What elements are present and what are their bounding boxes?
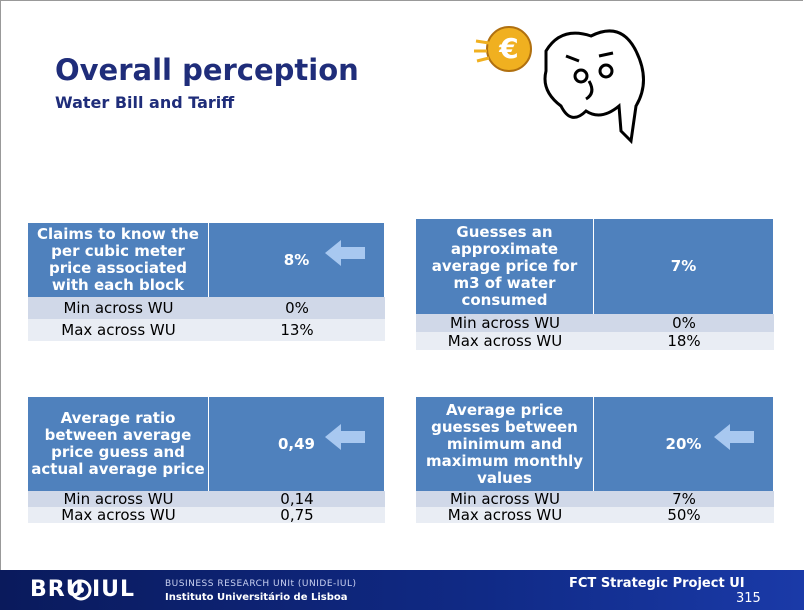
table: Average price guesses between minimum an… xyxy=(416,397,774,523)
table-cell: Max across WU xyxy=(28,507,209,523)
slide: Overall perception Water Bill and Tariff… xyxy=(0,0,803,609)
header-label: Average ratio between average price gues… xyxy=(28,397,209,491)
project: FCT Strategic Project UI xyxy=(569,576,745,591)
project-number: 315 xyxy=(736,591,761,606)
header-label: Average price guesses between minimum an… xyxy=(416,397,594,491)
table-header: Guesses an approximate average price for… xyxy=(416,219,774,314)
table-cell: Max across WU xyxy=(28,319,209,341)
arrow xyxy=(323,422,367,452)
table-header: Average price guesses between minimum an… xyxy=(416,397,774,491)
subtitle: Water Bill and Tariff xyxy=(55,93,234,112)
table-header: Average ratio between average price gues… xyxy=(28,397,385,491)
arrow-shape xyxy=(325,424,365,450)
table-cell: Max across WU xyxy=(416,332,594,350)
table-cell: 0,75 xyxy=(209,507,385,523)
header-label: Claims to know the per cubic meter price… xyxy=(28,223,209,297)
page: Overall perception Water Bill and Tariff… xyxy=(0,0,804,610)
arrow xyxy=(323,238,367,268)
logo-mark xyxy=(70,579,92,601)
table-cell: 13% xyxy=(209,319,385,341)
table-cell: Max across WU xyxy=(416,507,594,523)
institution: Instituto Universitário de Lisboa xyxy=(165,592,348,603)
table-cell: 18% xyxy=(594,332,774,350)
table: Guesses an approximate average price for… xyxy=(416,219,774,350)
logo-right: IUL xyxy=(92,577,135,602)
table-cell: Min across WU xyxy=(28,491,209,507)
arrow xyxy=(712,422,756,452)
table-cell: 0% xyxy=(209,297,385,319)
table: Average ratio between average price gues… xyxy=(28,397,385,523)
arrow-shape xyxy=(325,240,365,266)
table-cell: Min across WU xyxy=(416,314,594,332)
table-header: Claims to know the per cubic meter price… xyxy=(28,223,385,297)
table-cell: Min across WU xyxy=(28,297,209,319)
unit-name: BUSINESS RESEARCH UNIt (UNIDE-IUL) xyxy=(165,579,357,589)
header-value: 7% xyxy=(594,219,774,314)
cartoon: € xyxy=(471,11,661,146)
arrow-shape xyxy=(714,424,754,450)
title: Overall perception xyxy=(55,53,359,87)
header-label: Guesses an approximate average price for… xyxy=(416,219,594,314)
table-cell: Min across WU xyxy=(416,491,594,507)
table-cell: 0,14 xyxy=(209,491,385,507)
table-cell: 50% xyxy=(594,507,774,523)
footer: BRU IUL BUSINESS RESEARCH UNIt (UNIDE-IU… xyxy=(0,570,804,610)
svg-text:€: € xyxy=(498,32,518,65)
table-cell: 0% xyxy=(594,314,774,332)
table-cell: 7% xyxy=(594,491,774,507)
table: Claims to know the per cubic meter price… xyxy=(28,223,385,341)
